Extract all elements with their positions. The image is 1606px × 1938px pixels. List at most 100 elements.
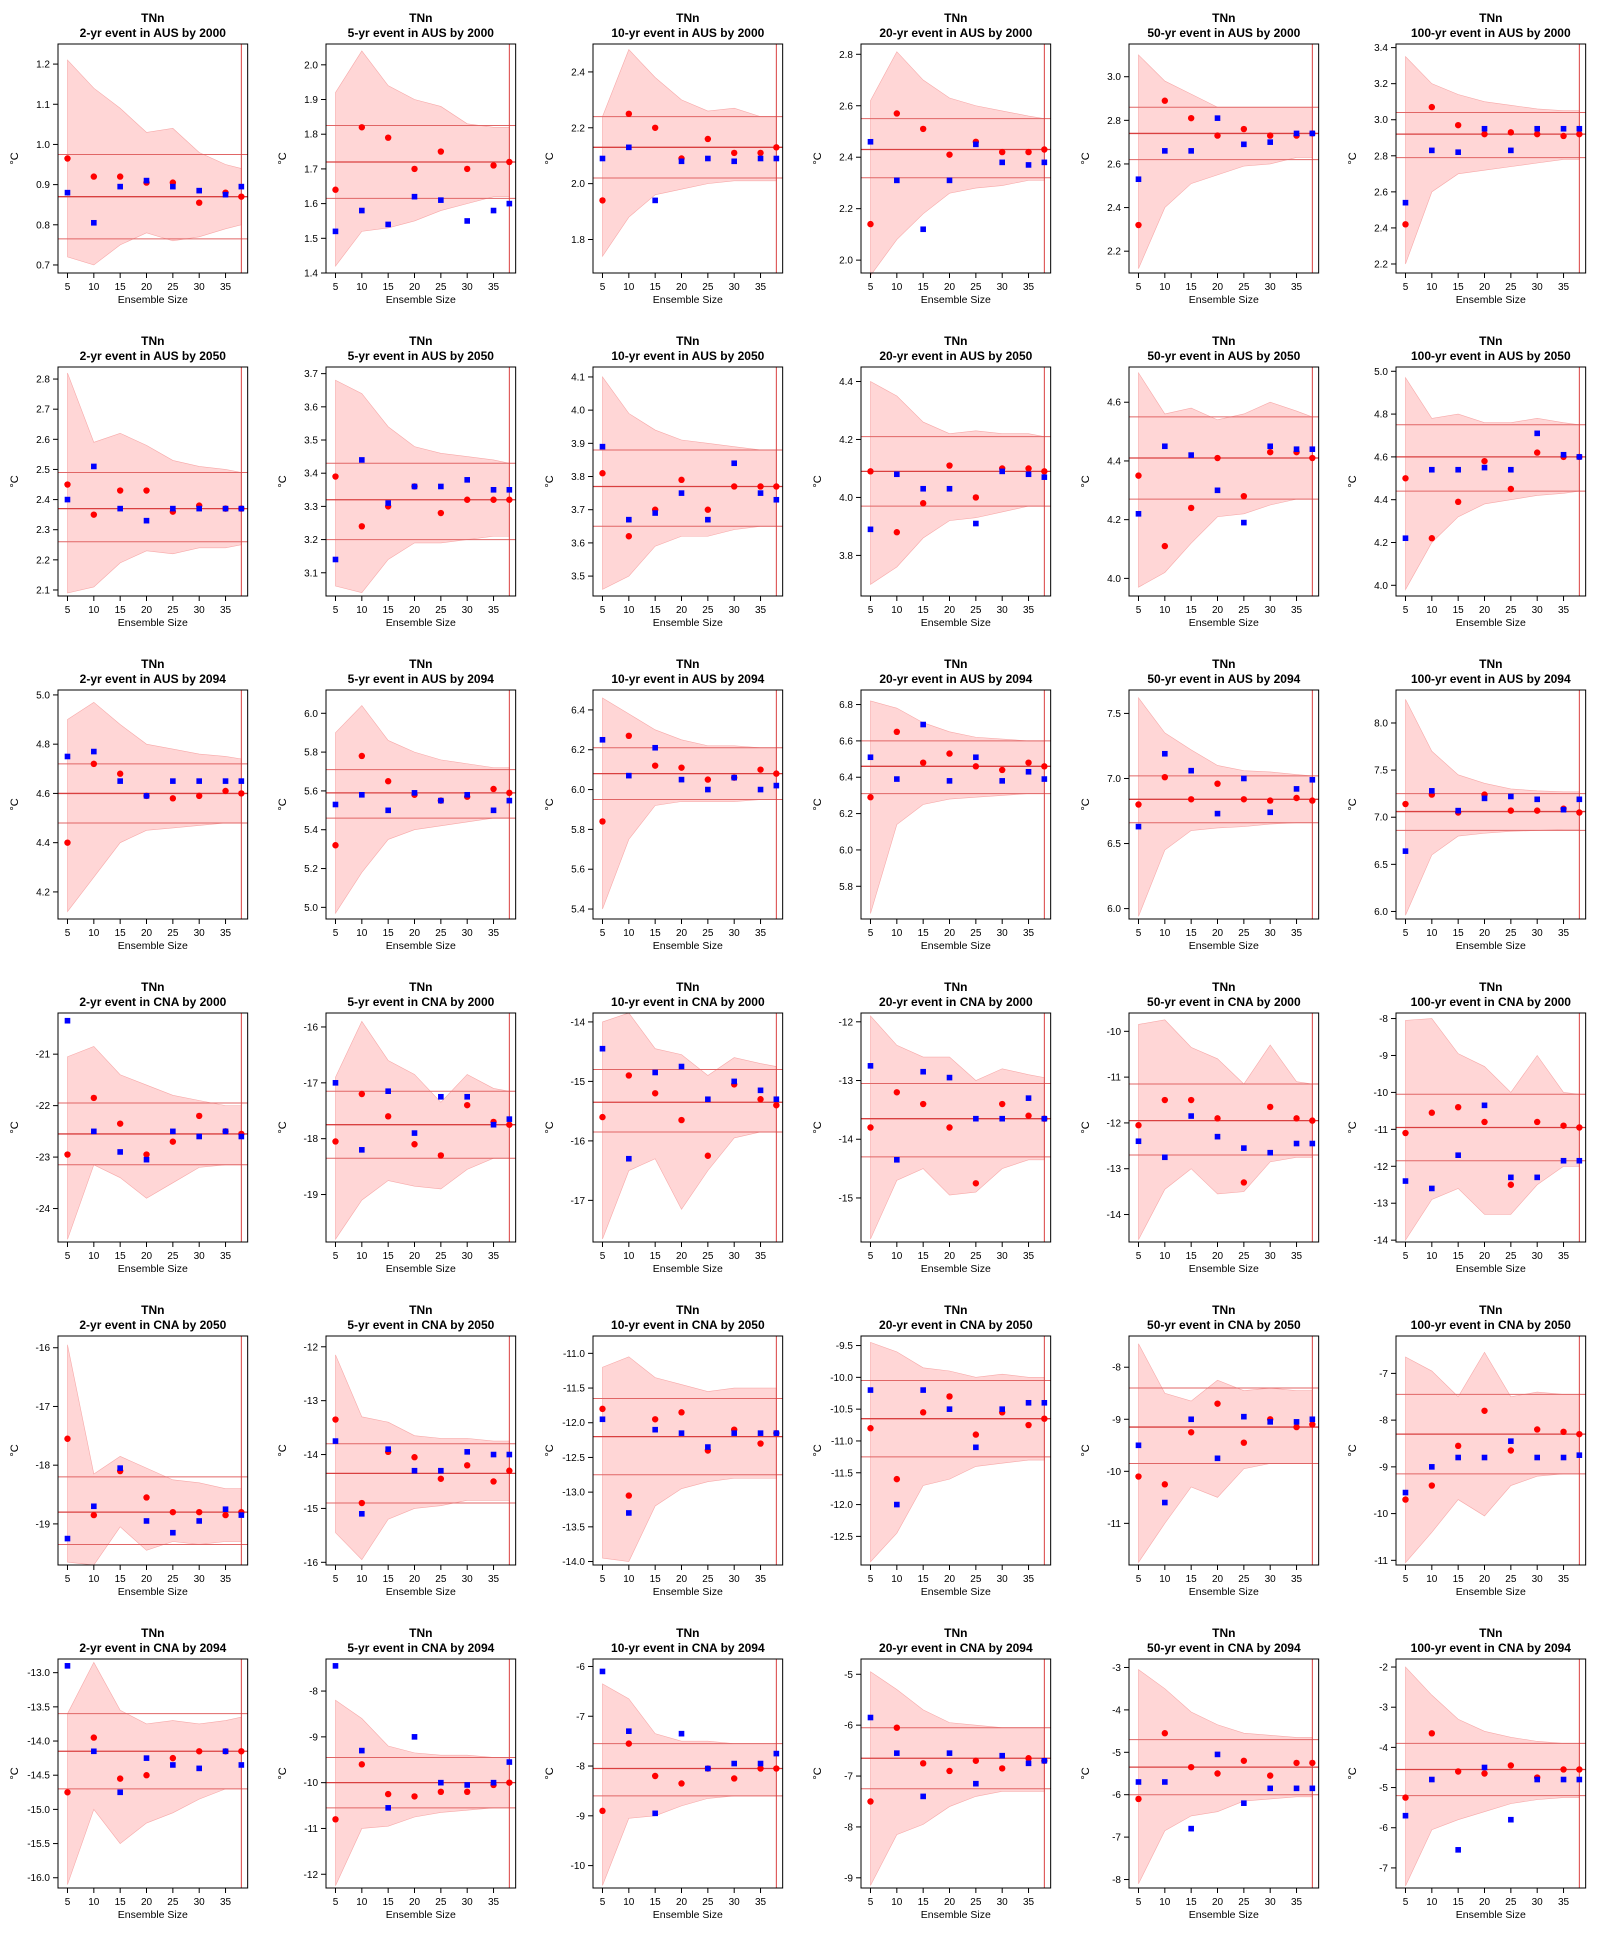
y-tick-label: 4.1 — [571, 372, 585, 383]
point-red — [1266, 448, 1274, 456]
chart-subtitle: 50-yr event in CNA by 2094 — [1147, 1641, 1301, 1655]
point-red — [358, 1499, 365, 1507]
point-blue — [1508, 1816, 1514, 1823]
point-red — [143, 1772, 150, 1779]
y-tick-label: -6 — [844, 1721, 853, 1732]
point-blue — [222, 1128, 229, 1135]
y-tick-label: 2.4 — [1107, 203, 1121, 214]
chart-subtitle: 2-yr event in CNA by 2094 — [79, 1641, 226, 1655]
y-tick-label: 1.8 — [304, 130, 318, 141]
x-tick-label: 10 — [891, 1897, 903, 1908]
point-blue — [385, 807, 391, 814]
point-red — [1308, 1117, 1316, 1124]
point-red — [1266, 1772, 1274, 1779]
x-tick-label: 20 — [944, 605, 956, 616]
x-tick-label: 35 — [755, 1574, 767, 1585]
x-tick-label: 5 — [332, 928, 338, 939]
x-tick-label: 35 — [220, 1251, 232, 1262]
x-tick-label: 5 — [868, 1897, 874, 1908]
chart-subtitle: 2-yr event in CNA by 2050 — [79, 1318, 226, 1332]
x-tick-label: 25 — [435, 282, 447, 293]
y-tick-label: 1.2 — [36, 60, 50, 71]
point-red — [625, 533, 633, 540]
point-red — [652, 124, 659, 131]
chart-title: TNn — [141, 1626, 164, 1640]
x-tick-label: 30 — [194, 1574, 206, 1585]
plot-frame — [860, 1658, 1052, 1889]
point-red — [116, 1120, 124, 1127]
y-tick-label: -12.0 — [830, 1500, 853, 1511]
y-tick-label: 0.9 — [36, 180, 50, 191]
point-blue — [332, 801, 338, 808]
confidence-band — [870, 51, 1045, 277]
confidence-band — [67, 1344, 242, 1566]
point-red — [1428, 535, 1436, 542]
x-tick-label: 20 — [409, 1251, 421, 1262]
point-red — [998, 148, 1006, 156]
point-blue — [731, 158, 738, 165]
x-tick-label: 15 — [650, 1574, 662, 1585]
point-red — [64, 1435, 71, 1442]
y-tick-label: 1.4 — [304, 269, 318, 280]
chart-subtitle: 2-yr event in AUS by 2050 — [80, 349, 227, 363]
y-tick-label: -4 — [1379, 1743, 1388, 1754]
y-tick-label: -16 — [571, 1136, 586, 1147]
plot-frame — [1395, 1658, 1587, 1889]
point-blue — [1455, 807, 1462, 814]
point-blue — [1025, 1760, 1032, 1767]
point-red — [410, 1793, 418, 1800]
point-red — [946, 1393, 953, 1400]
x-tick-label: 15 — [650, 1897, 662, 1908]
point-blue — [1482, 464, 1488, 471]
x-tick-label: 10 — [1159, 282, 1171, 293]
point-blue — [1482, 1454, 1488, 1461]
y-axis-label: °C — [1347, 152, 1359, 164]
point-red — [90, 1511, 98, 1519]
y-tick-label: -9 — [1112, 1415, 1121, 1426]
point-blue — [626, 144, 632, 151]
point-red — [1292, 1423, 1300, 1431]
point-red — [505, 496, 513, 503]
point-blue — [1429, 1185, 1435, 1192]
point-red — [652, 1416, 659, 1423]
point-red — [143, 487, 150, 494]
y-tick-label: 4.6 — [36, 789, 50, 800]
y-tick-label: -13.0 — [563, 1488, 586, 1499]
point-blue — [1025, 1399, 1032, 1406]
y-tick-label: -16.0 — [27, 1873, 50, 1884]
point-blue — [679, 158, 685, 165]
point-red — [384, 1790, 392, 1798]
point-red — [143, 1151, 150, 1158]
x-tick-label: 10 — [1159, 1897, 1171, 1908]
x-tick-label: 35 — [1558, 1251, 1570, 1262]
point-red — [972, 763, 980, 770]
point-blue — [1561, 1776, 1567, 1783]
point-blue — [867, 138, 874, 145]
x-tick-label: 20 — [141, 928, 153, 939]
x-tick-label: 5 — [868, 1251, 874, 1262]
chart-panel: TNn 50-yr event in CNA by 2094 -8 -7 -6 -5 -4 -… — [1071, 1615, 1339, 1938]
confidence-band — [1137, 1019, 1313, 1240]
y-tick-label: -8 — [1379, 1014, 1388, 1025]
point-red — [773, 144, 780, 151]
point-red — [169, 1508, 177, 1516]
y-tick-label: 5.2 — [304, 864, 318, 875]
point-red — [867, 468, 874, 475]
x-tick-label: 10 — [624, 1574, 636, 1585]
y-tick-label: 2.5 — [36, 465, 50, 476]
x-tick-label: 10 — [891, 605, 903, 616]
x-axis-label: Ensemble Size — [1456, 940, 1526, 952]
chart-title: TNn — [1479, 334, 1502, 348]
y-tick-label: -11 — [304, 1824, 318, 1835]
x-tick-label: 25 — [703, 1251, 715, 1262]
point-blue — [1309, 1140, 1315, 1147]
y-tick-label: -14 — [1106, 1210, 1121, 1221]
x-tick-label: 35 — [220, 1574, 232, 1585]
x-tick-label: 35 — [1291, 1897, 1303, 1908]
y-tick-label: 2.6 — [839, 101, 853, 112]
y-tick-label: -11 — [1107, 1073, 1121, 1084]
